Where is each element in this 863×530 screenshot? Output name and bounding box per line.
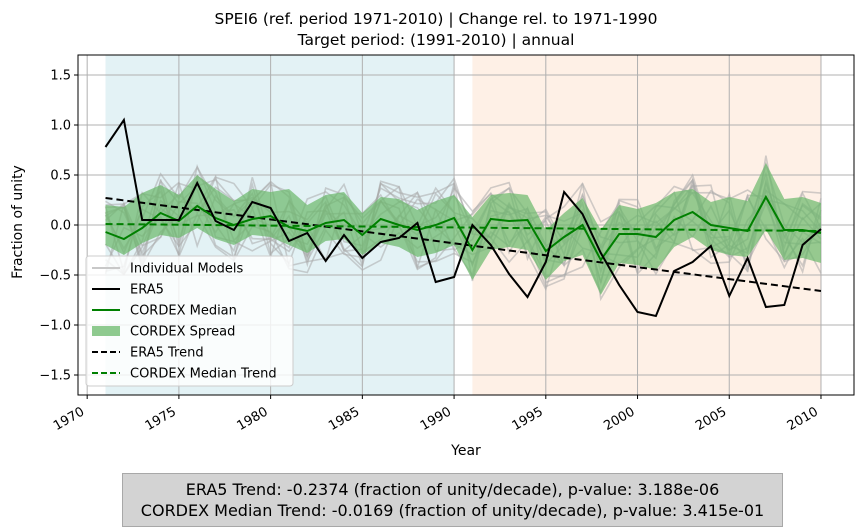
x-tick-label: 2010 xyxy=(785,404,821,434)
chart-title-line1: SPEI6 (ref. period 1971-2010) | Change r… xyxy=(214,10,657,28)
y-tick-label: 1.0 xyxy=(50,119,71,134)
y-tick-label: −1.0 xyxy=(39,319,71,334)
x-axis-ticks: 1970 1975 1980 1985 1990 1995 2000 2005 2010 xyxy=(51,395,822,434)
chart-title-line2: Target period: (1991-2010) | annual xyxy=(297,31,575,49)
y-axis-ticks: −1.5 −1.0 −0.5 0.0 0.5 1.0 1.5 xyxy=(39,69,78,384)
cordex-spread-band xyxy=(105,163,821,295)
y-tick-label: 1.5 xyxy=(50,69,71,84)
x-tick-label: 2000 xyxy=(601,404,637,434)
legend-label-individual-models: Individual Models xyxy=(130,262,243,277)
y-tick-label: −0.5 xyxy=(39,269,71,284)
series-lines xyxy=(104,117,822,318)
cordex-median-line xyxy=(105,194,822,262)
trend-lines xyxy=(105,197,822,292)
trend-annotation-box: ERA5 Trend: -0.2374 (fraction of unity/d… xyxy=(122,473,783,527)
legend-box xyxy=(85,255,294,387)
legend: Individual Models ERA5 CORDEX Median CORDEX… xyxy=(85,255,294,387)
legend-label-era5: ERA5 xyxy=(130,283,164,298)
y-tick-label: −1.5 xyxy=(39,369,71,384)
x-tick-label: 2005 xyxy=(693,404,729,434)
y-tick-label: 0.5 xyxy=(50,169,71,184)
legend-label-era5-trend: ERA5 Trend xyxy=(130,346,204,361)
x-tick-label: 1985 xyxy=(326,404,362,434)
legend-label-cordex-spread: CORDEX Spread xyxy=(130,325,235,340)
spei6-chart: 1970 1975 1980 1985 1990 1995 2000 2005 2010 −1.… xyxy=(10,10,855,459)
y-tick-label: 0.0 xyxy=(50,219,71,234)
x-tick-label: 1975 xyxy=(143,404,179,434)
x-tick-label: 1995 xyxy=(510,404,546,434)
x-tick-label: 1990 xyxy=(418,404,454,434)
y-axis-label: Fraction of unity xyxy=(10,165,26,279)
x-axis-label: Year xyxy=(450,443,481,459)
x-tick-label: 1980 xyxy=(234,404,270,434)
legend-label-cordex-median-trend: CORDEX Median Trend xyxy=(130,367,277,382)
legend-label-cordex-median: CORDEX Median xyxy=(130,304,237,319)
x-tick-label: 1970 xyxy=(51,404,87,434)
era5-line xyxy=(104,117,822,318)
legend-swatch-cordex-spread xyxy=(92,326,120,336)
cordex-trend-text: CORDEX Median Trend: -0.0169 (fraction o… xyxy=(140,501,765,520)
cordex-spread-area xyxy=(105,163,821,295)
era5-trend-text: ERA5 Trend: -0.2374 (fraction of unity/d… xyxy=(185,480,720,499)
cordex-median-trend-line xyxy=(105,223,821,232)
